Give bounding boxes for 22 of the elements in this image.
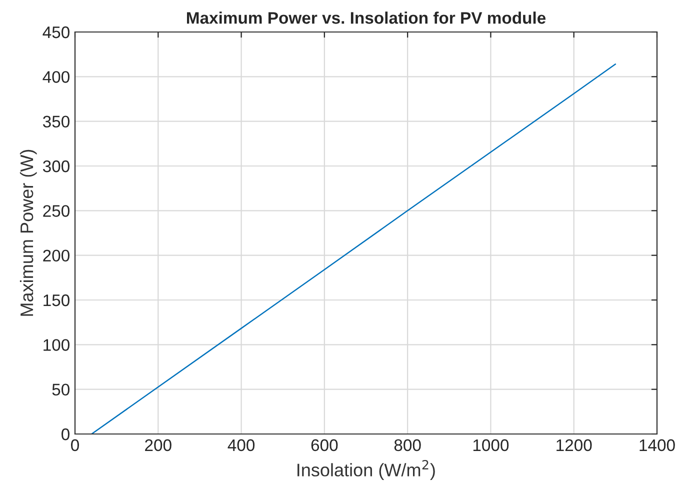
y-tick-label: 250 xyxy=(43,205,70,217)
y-tick-label: 450 xyxy=(42,26,70,38)
x-tick-label: 0 xyxy=(71,439,79,452)
line-series xyxy=(91,64,616,434)
y-tick-label: 50 xyxy=(52,384,70,396)
y-tick-label: 350 xyxy=(42,116,70,128)
chart-title: Maximum Power vs. Insolation for PV module xyxy=(186,12,546,24)
y-tick-label: 200 xyxy=(43,250,70,262)
x-tick-label: 1200 xyxy=(556,439,592,452)
x-axis-title: Insolation (W/m$^{2}$) xyxy=(298,460,435,480)
x-tick-label: 1000 xyxy=(473,439,509,452)
x-tick-label: 600 xyxy=(311,439,338,452)
y-tick-label: 300 xyxy=(42,160,70,172)
x-tick-label: 400 xyxy=(228,439,255,452)
x-tick-label: 1400 xyxy=(640,439,675,452)
y-tick-label: 400 xyxy=(42,71,70,83)
x-tick-label: 200 xyxy=(145,439,172,452)
y-axis-title: Maximum Power (W) xyxy=(20,150,37,316)
x-tick-label: 800 xyxy=(394,439,421,452)
y-tick-label: 100 xyxy=(44,339,70,351)
y-tick-label: 0 xyxy=(62,428,70,440)
y-tick-label: 150 xyxy=(44,294,70,306)
